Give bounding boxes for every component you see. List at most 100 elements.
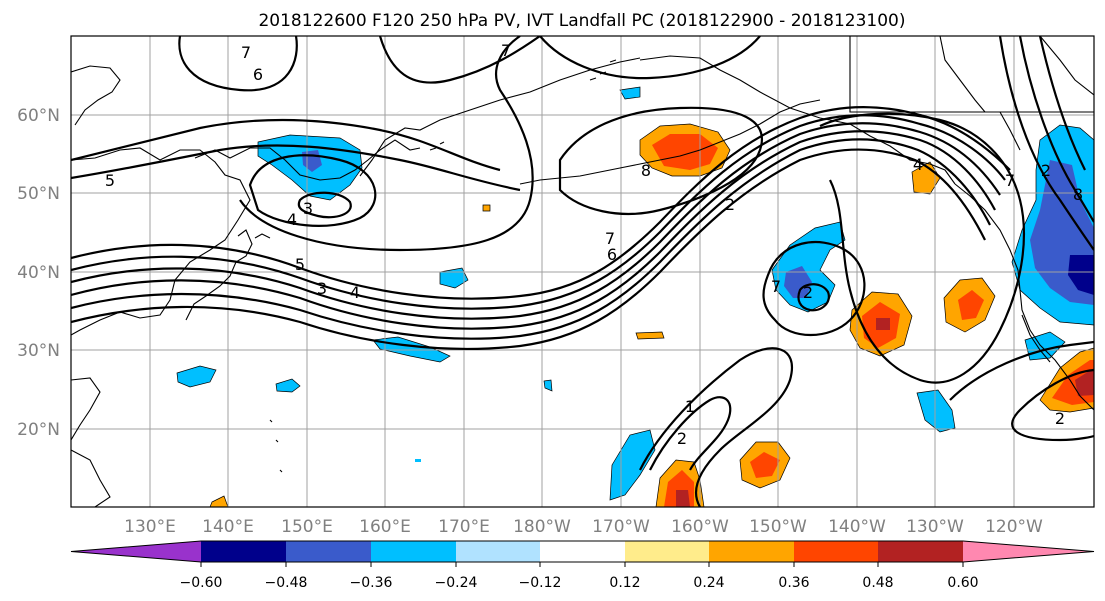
contour-label: 5 xyxy=(105,171,115,190)
contour-label: 2 xyxy=(677,429,687,448)
contour-coast-tight xyxy=(998,36,1094,251)
colorbar-tick-label: 0.48 xyxy=(862,575,893,591)
contour-jet-5 xyxy=(71,138,991,340)
coastline-east-asia xyxy=(71,65,251,507)
lon-label: 150°E xyxy=(281,517,333,537)
contour-label: 2 xyxy=(1041,161,1051,180)
colorbar-segment xyxy=(878,541,963,562)
contour-north-3 xyxy=(71,144,521,192)
lon-label: 170°E xyxy=(438,517,490,537)
contour-label: 8 xyxy=(1073,185,1083,204)
colorbar-segment xyxy=(794,541,878,562)
negative-pv-blob-kuril xyxy=(275,378,301,393)
positive-pv-blob-tiny xyxy=(482,204,491,212)
contour-gulf-big xyxy=(819,112,1026,384)
figure-title: 2018122600 F120 250 hPa PV, IVT Landfall… xyxy=(258,11,905,31)
positive-pv-blob-bering-core xyxy=(652,134,718,170)
colorbar-segment xyxy=(371,541,456,562)
negative-pv-blob-central-3 xyxy=(543,379,553,392)
contour-label: 2 xyxy=(803,283,813,302)
colorbar-ticks xyxy=(200,562,964,567)
colorbar-segment xyxy=(709,541,794,562)
contour-okhotsk-low-inner xyxy=(297,191,352,219)
positive-pv-blob-subtropic-b-peak xyxy=(676,490,690,507)
contour-label: 3 xyxy=(303,199,313,218)
coastline-baja xyxy=(1021,314,1051,363)
contour-label: 7 xyxy=(605,229,615,248)
colorbar-tick-label: −0.36 xyxy=(350,575,393,591)
contour-label: 6 xyxy=(253,65,263,84)
contour-subtropic-1 xyxy=(639,347,793,507)
colorbar-segment xyxy=(201,541,286,562)
positive-pv-blob-east-ne-pac-core xyxy=(958,290,984,320)
ivt-contours xyxy=(71,36,1094,507)
colorbar-extend-max xyxy=(963,541,1094,562)
negative-pv-blob-east-pacific-core xyxy=(784,266,812,298)
contour-jet-1 xyxy=(71,106,1011,300)
negative-pv-blob-subtropic-3 xyxy=(619,86,641,100)
contour-labels: 7 6 5 4 3 7 5 4 3 7 6 2 8 2 7 4 7 8 2 1 … xyxy=(105,41,1083,448)
negative-pv-trough-west-coast-core xyxy=(1068,255,1094,295)
contour-jet-4 xyxy=(71,130,996,330)
coastline-okhotsk xyxy=(194,139,421,181)
contour-label: 7 xyxy=(501,41,511,60)
contour-label: 4 xyxy=(913,155,923,174)
contour-label: 5 xyxy=(295,255,305,274)
colorbar-tick-label: 0.36 xyxy=(778,575,809,591)
lon-label: 160°E xyxy=(359,517,411,537)
colorbar-segment xyxy=(456,541,540,562)
contour-label: 7 xyxy=(1005,171,1015,190)
contour-label: 2 xyxy=(725,195,735,214)
colorbar-segment xyxy=(540,541,625,562)
lon-label: 170°W xyxy=(592,517,650,537)
contour-label: 3 xyxy=(317,279,327,298)
contour-se-big xyxy=(949,340,1094,442)
colorbar-tick-label: 0.12 xyxy=(609,575,640,591)
map-frame xyxy=(70,35,1095,508)
contour-east-low-outer xyxy=(762,240,866,337)
lon-label: 150°W xyxy=(749,517,807,537)
contour-east-low-inner xyxy=(797,283,830,312)
contour-subtropic-2 xyxy=(649,396,732,471)
lon-label: 160°W xyxy=(671,517,729,537)
colorbar-segment xyxy=(625,541,709,562)
colorbar-segments xyxy=(70,540,1095,563)
positive-pv-blob-midlat-peak xyxy=(876,318,890,330)
negative-pv-blob-subtropic-2 xyxy=(916,389,956,433)
positive-pv-blob-thin xyxy=(635,331,665,340)
negative-pv-blob-central-4 xyxy=(415,459,421,462)
contour-label: 7 xyxy=(241,43,251,62)
lat-label: 40°N xyxy=(17,263,60,283)
colorbar-tick-label: −0.60 xyxy=(180,575,223,591)
contour-pacific-big xyxy=(239,36,534,252)
negative-pv-blob-central-2 xyxy=(439,267,469,289)
lon-label: 130°E xyxy=(124,517,176,537)
lon-label: 180°W xyxy=(513,517,571,537)
contour-label: 6 xyxy=(607,245,617,264)
lat-label: 60°N xyxy=(17,106,60,126)
colorbar-tick-label: −0.48 xyxy=(265,575,308,591)
lon-label: 140°W xyxy=(828,517,886,537)
contour-jet-6 xyxy=(71,148,986,350)
colorbar-segment xyxy=(286,541,371,562)
contour-north-1 xyxy=(178,36,298,92)
contour-north-top xyxy=(378,36,761,84)
lat-label: 30°N xyxy=(17,341,60,361)
positive-pv-blob-sw xyxy=(209,495,229,507)
coastline-north-america-interior xyxy=(849,36,1094,151)
contour-label: 4 xyxy=(287,210,297,229)
colorbar-tick-labels: −0.60 −0.48 −0.36 −0.24 −0.12 0.12 0.24 … xyxy=(180,575,979,591)
contour-label: 2 xyxy=(1055,409,1065,428)
negative-pv-blob-japan-sea xyxy=(176,365,217,388)
colorbar-tick-label: 0.24 xyxy=(693,575,724,591)
colorbar: −0.60 −0.48 −0.36 −0.24 −0.12 0.12 0.24 … xyxy=(70,540,1095,591)
map-panel: 7 6 5 4 3 7 5 4 3 7 6 2 8 2 7 4 7 8 2 1 … xyxy=(71,36,1094,507)
coastline-japan xyxy=(185,229,271,321)
graticule xyxy=(71,36,1094,507)
contour-bering-loop xyxy=(558,106,763,216)
contour-label: 7 xyxy=(771,277,781,296)
colorbar-extend-min xyxy=(71,541,201,562)
colorbar-tick-label: −0.24 xyxy=(435,575,478,591)
coastline-aleutians xyxy=(519,99,821,185)
